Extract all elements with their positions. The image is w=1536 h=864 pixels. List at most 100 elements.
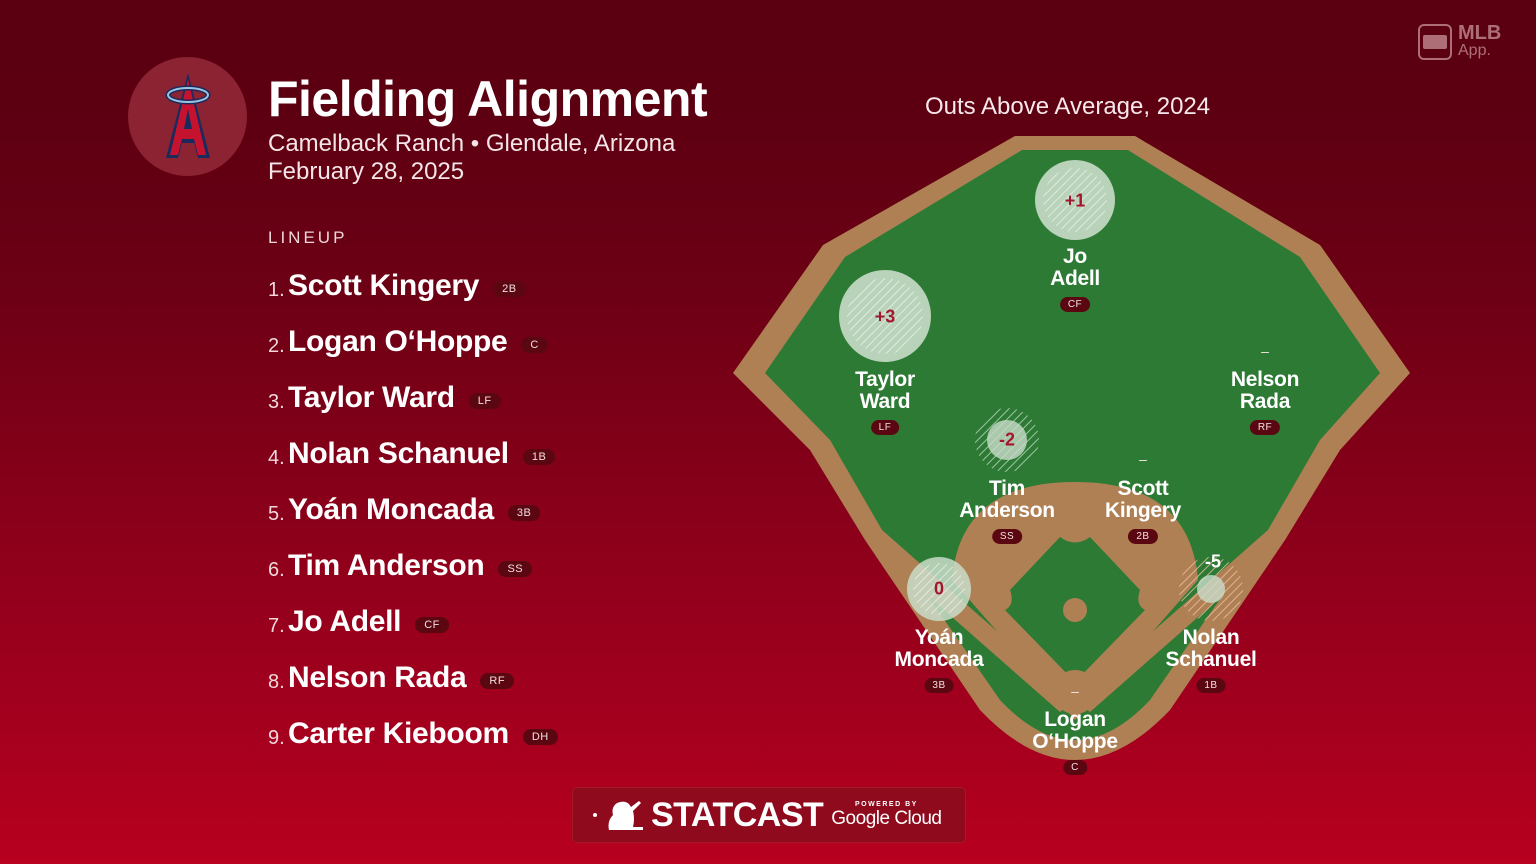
position-badge: SS [498,561,533,577]
oaa-value-c: – [1071,683,1079,699]
batting-order: 4. [268,446,285,469]
position-badge: 2B [493,281,526,297]
dot-icon [593,813,597,817]
angels-logo-icon [165,73,211,158]
position-badge: 1B [1196,678,1226,693]
player-last-name: Adell [1050,267,1100,290]
lineup-item: 5. Yoán Moncada 3B [268,482,558,538]
lineup-item: 8. Nelson Rada RF [268,650,558,706]
lineup-item: 4. Nolan Schanuel 1B [268,426,558,482]
lineup-list: 1. Scott Kingery 2B 2. Logan O‘Hoppe C 3… [268,258,558,762]
player-first-name: Jo [1063,245,1087,268]
oaa-value-cf: +1 [1064,190,1086,211]
lineup-item: 6. Tim Anderson SS [268,538,558,594]
batting-order: 2. [268,334,285,357]
lineup-header: LINEUP [268,228,348,247]
player-name: Nolan Schanuel [288,437,509,470]
venue-label: Camelback Ranch • Glendale, Arizona [268,130,676,157]
position-badge: 1B [522,449,556,465]
oaa-value-3b: 0 [933,578,945,599]
player-first-name: Nelson [1230,368,1300,391]
player-last-name: Anderson [959,499,1055,522]
player-first-name: Yoán [914,626,964,649]
oaa-value-rf: – [1261,343,1269,359]
lineup-item: 2. Logan O‘Hoppe C [268,314,558,370]
batting-order: 3. [268,390,285,413]
player-last-name: Rada [1239,390,1291,413]
game-date: February 28, 2025 [268,158,465,185]
player-last-name: Kingery [1104,499,1182,522]
position-badge: LF [468,393,501,409]
position-badge: LF [870,420,900,435]
batting-order: 8. [268,670,285,693]
mlb-batter-icon [608,801,643,830]
player-first-name: Taylor [855,368,915,391]
player-name: Nelson Rada [288,661,467,694]
oaa-circle-ss [975,408,1039,472]
position-badge: CF [415,617,449,633]
player-name: Logan O‘Hoppe [288,325,508,358]
oaa-value-2b: – [1139,451,1147,467]
position-badge: RF [480,673,515,689]
player-first-name: Logan [1044,708,1106,731]
lineup-item: 9. Carter Kieboom DH [268,706,558,762]
oaa-circle-cf [1035,160,1115,240]
statcast-banner: STATCAST POWERED BY Google Cloud [573,788,965,842]
position-badge: C [521,337,548,353]
field-player-ss: Tim Anderson SS [959,478,1055,544]
mlb-app-line2: App. [1458,42,1491,59]
page-title: Fielding Alignment [268,71,708,127]
batting-order: 9. [268,726,285,749]
mlb-app-line1: MLB [1458,22,1502,44]
batting-order: 5. [268,502,285,525]
player-name: Tim Anderson [288,549,485,582]
pitchers-mound [1063,598,1087,622]
home-plate-circle [1053,670,1097,714]
batting-order: 1. [268,278,285,301]
position-badge: SS [991,529,1023,544]
field-player-rf: Nelson Rada RF [1231,369,1299,435]
field-player-cf: Jo Adell CF [1050,246,1100,312]
batting-order: 6. [268,558,285,581]
mlb-logo-icon [1418,24,1452,60]
player-name: Taylor Ward [288,381,455,414]
team-logo [128,57,247,176]
oaa-circle-3b [907,557,971,621]
player-first-name: Nolan [1182,626,1240,649]
lineup-item: 3. Taylor Ward LF [268,370,558,426]
lineup-item: 7. Jo Adell CF [268,594,558,650]
lineup-item: 1. Scott Kingery 2B [268,258,558,314]
oaa-circle-lf [839,270,931,362]
statcast-wordmark: STATCAST [651,795,824,834]
oaa-value-ss: -2 [998,429,1016,450]
position-badge: 3B [507,505,541,521]
field-player-lf: Taylor Ward LF [855,369,915,435]
powered-by-label: POWERED BY [854,800,918,808]
position-badge: C [1063,760,1087,775]
player-last-name: Moncada [894,648,984,671]
oaa-circle-1b [1179,557,1243,621]
batting-order: 7. [268,614,285,637]
player-last-name: Ward [859,390,911,413]
player-name: Yoán Moncada [288,493,494,526]
position-badge: 2B [1128,529,1158,544]
player-name: Scott Kingery [288,269,480,302]
mlb-app-logo: MLB App. [1418,22,1502,60]
field-player-c: Logan O‘Hoppe C [1032,708,1118,775]
position-badge: CF [1059,297,1091,312]
field-title: Outs Above Average, 2024 [925,93,1211,120]
player-first-name: Scott [1117,477,1169,500]
player-name: Carter Kieboom [288,717,509,750]
player-last-name: Schanuel [1165,648,1257,671]
field-player-2b: Scott Kingery 2B [1105,478,1181,544]
field-player-3b: Yoán Moncada 3B [895,627,984,693]
position-badge: RF [1249,420,1281,435]
player-first-name: Tim [988,477,1026,500]
position-badge: 3B [924,678,954,693]
google-cloud-label: Google Cloud [831,807,942,829]
field-player-1b: Nolan Schanuel 1B [1166,627,1257,693]
position-badge: DH [522,729,558,745]
oaa-value-1b: -5 [1204,551,1222,572]
oaa-value-lf: +3 [874,306,896,327]
